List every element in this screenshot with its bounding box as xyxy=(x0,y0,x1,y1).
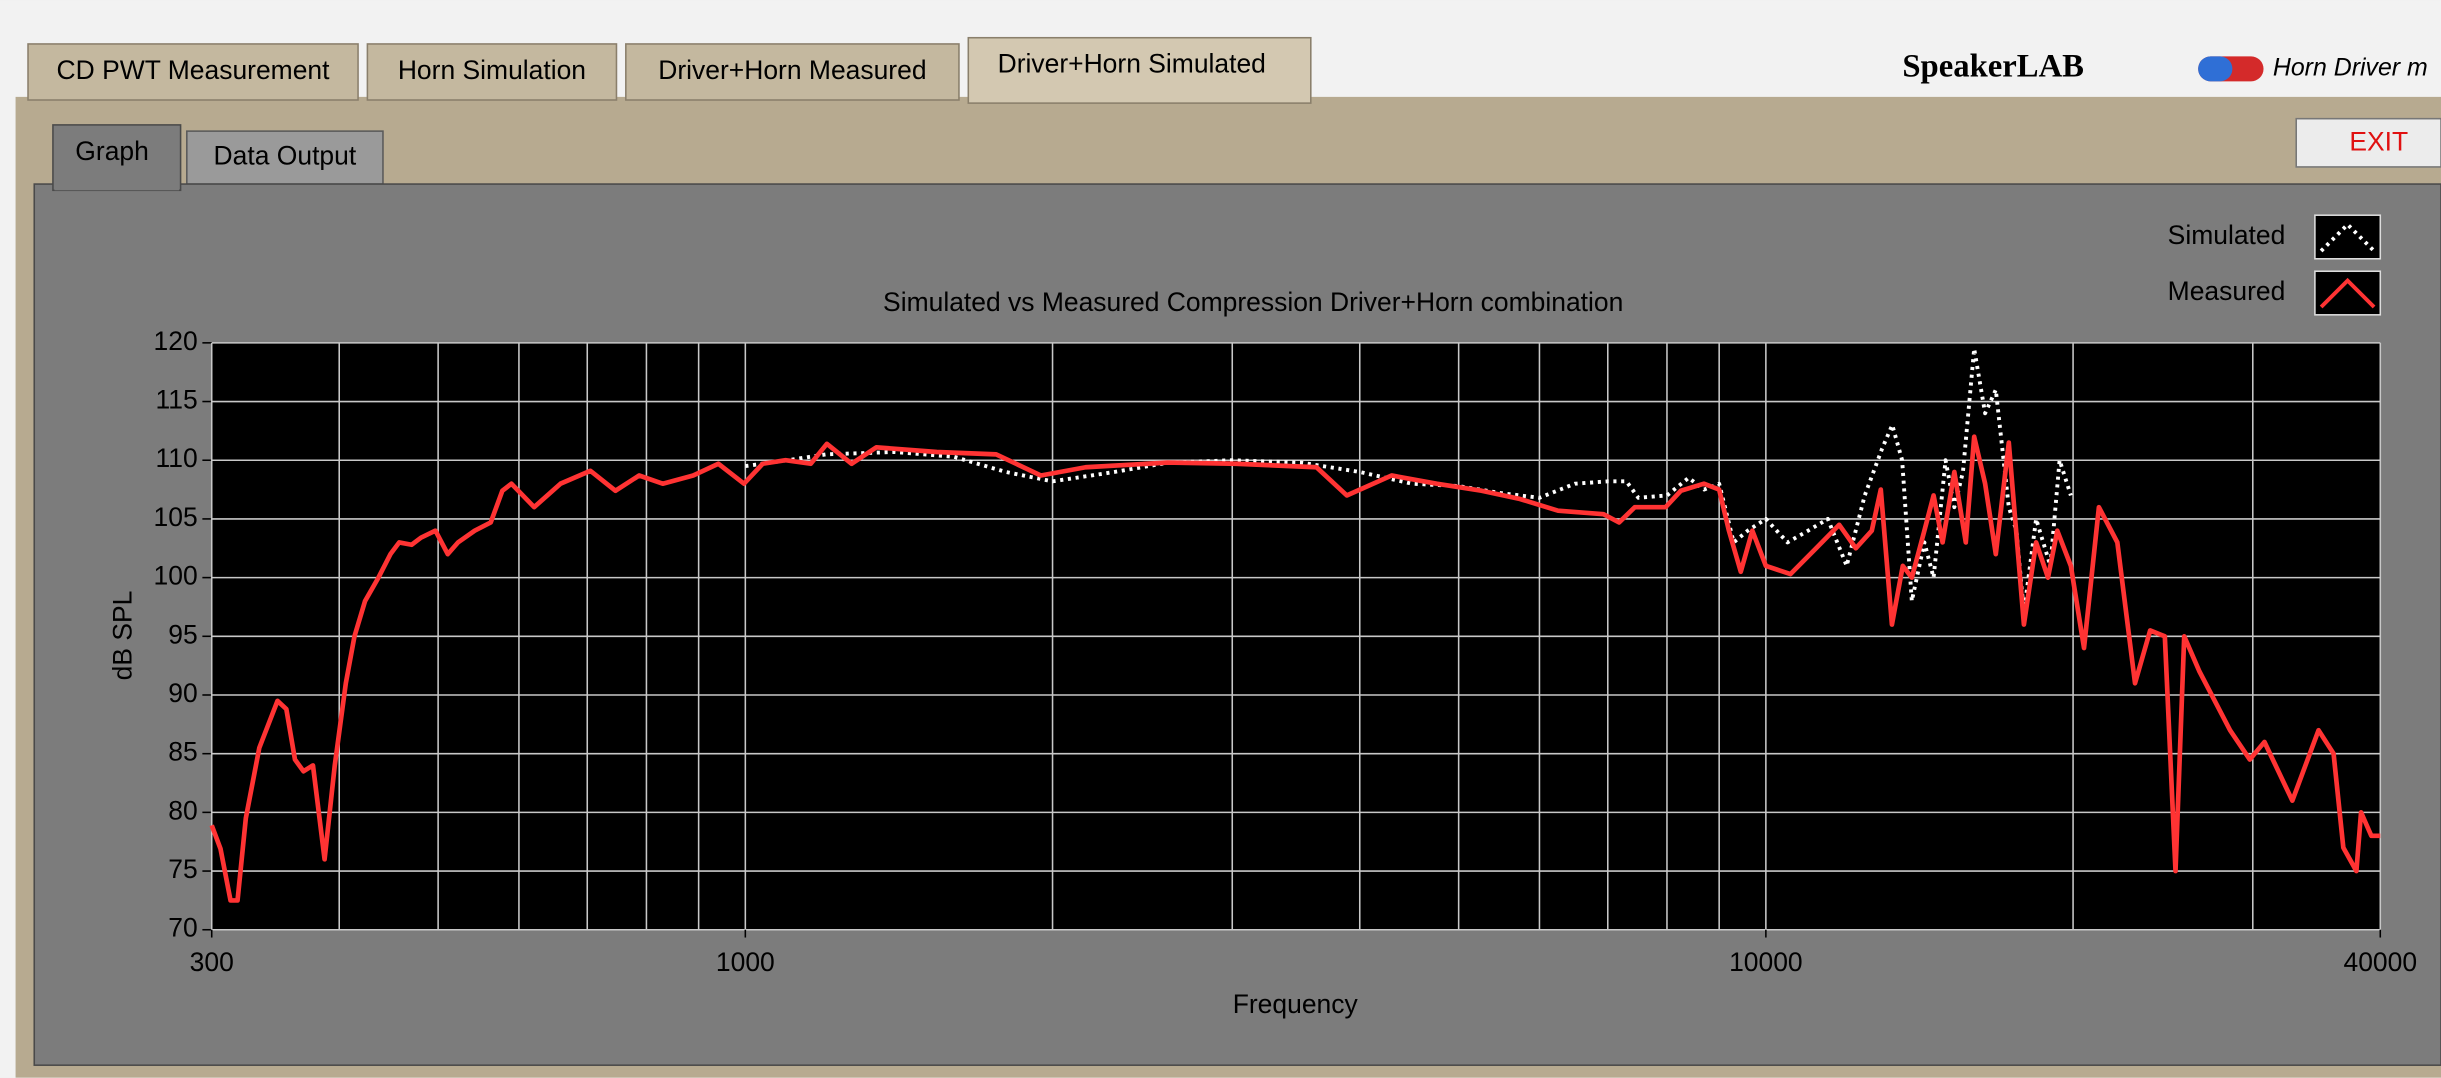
chart-title: Simulated vs Measured Compression Driver… xyxy=(883,287,1623,317)
exit-label[interactable]: EXIT xyxy=(2349,127,2408,157)
exit-button[interactable] xyxy=(2295,117,2441,168)
legend-label: Simulated xyxy=(2168,220,2286,250)
subtab-join xyxy=(54,180,180,191)
legend-label: Measured xyxy=(2168,276,2286,306)
legend-swatch-box xyxy=(2314,214,2382,260)
y-tick-label: 70 xyxy=(168,913,197,943)
tab-label[interactable]: Driver+Horn Measured xyxy=(658,55,926,85)
y-tick-label: 115 xyxy=(156,385,198,415)
y-tick-label: 90 xyxy=(168,678,197,708)
y-tick-label: 80 xyxy=(168,795,197,825)
y-tick-label: 105 xyxy=(154,502,198,532)
y-tick-label: 120 xyxy=(154,326,198,356)
x-tick-label: 10000 xyxy=(1729,947,1803,977)
x-tick-label: 40000 xyxy=(2344,947,2418,977)
legend-swatch xyxy=(2319,277,2376,309)
y-tick-label: 75 xyxy=(168,854,197,884)
x-axis-label: Frequency xyxy=(1233,989,1359,1019)
subtab-label[interactable]: Graph xyxy=(75,136,149,166)
subtab[interactable] xyxy=(186,130,384,185)
tab-label[interactable]: Driver+Horn Simulated xyxy=(998,49,1266,79)
y-tick-label: 110 xyxy=(156,443,198,473)
y-axis-label: dB SPL xyxy=(108,591,138,681)
x-tick-label: 1000 xyxy=(716,947,775,977)
series-line xyxy=(745,346,2073,615)
header-link[interactable]: Horn Driver m xyxy=(2273,53,2428,81)
y-tick-label: 95 xyxy=(168,619,197,649)
subtab-label[interactable]: Data Output xyxy=(214,141,357,171)
tab[interactable] xyxy=(27,43,359,101)
x-tick-label: 300 xyxy=(190,947,234,977)
legend-swatch-box xyxy=(2314,270,2382,316)
y-tick-label: 100 xyxy=(154,561,198,591)
tab-label[interactable]: Horn Simulation xyxy=(398,55,586,85)
tab-active[interactable] xyxy=(967,36,1312,104)
y-tick-label: 85 xyxy=(168,737,197,767)
tab-label[interactable]: CD PWT Measurement xyxy=(57,55,331,85)
legend-swatch xyxy=(2319,221,2376,253)
series-line xyxy=(209,434,2381,903)
logo: SpeakerLAB xyxy=(1902,48,2084,84)
pill-icon-half xyxy=(2198,56,2233,82)
tab[interactable] xyxy=(366,43,618,101)
tab[interactable] xyxy=(625,43,960,101)
subtab-active[interactable] xyxy=(52,124,182,192)
